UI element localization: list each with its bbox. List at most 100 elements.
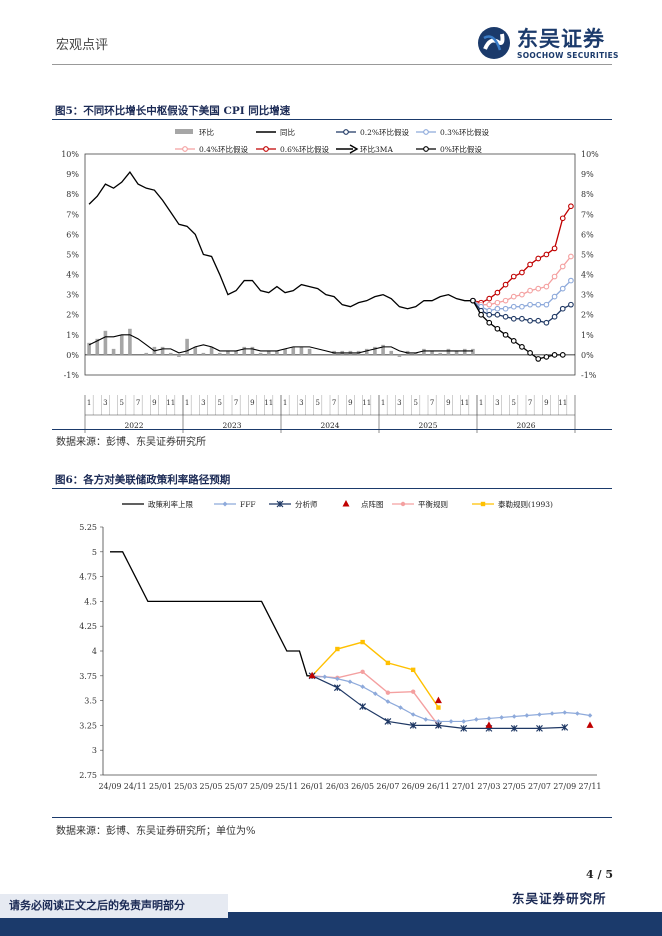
fig6-title: 图6：各方对美联储政策利率路径预期 — [55, 474, 231, 486]
s04-point — [535, 285, 542, 292]
y-tick-label: 3.75 — [79, 672, 97, 681]
month-tick: 3 — [201, 399, 205, 407]
logo-cn: 东吴证券 — [517, 27, 605, 51]
legend-marker — [400, 501, 406, 507]
fff-point — [423, 717, 429, 722]
x-tick-label: 26/07 — [376, 782, 399, 791]
month-tick: 5 — [316, 399, 320, 407]
s03-point — [551, 293, 558, 300]
legend-label: 环比 — [199, 127, 214, 137]
mom-bar — [250, 346, 255, 355]
mom-bar — [471, 348, 475, 355]
month-tick: 3 — [397, 399, 401, 407]
year-label: 2025 — [418, 421, 437, 430]
legend-label: 平衡规则 — [418, 499, 448, 509]
s00-point — [527, 350, 533, 356]
s06-point — [543, 251, 550, 258]
legend-marker — [423, 129, 429, 135]
fff-point — [524, 713, 530, 718]
s04-point — [559, 263, 566, 270]
legend-label: 0%环比假设 — [440, 144, 482, 154]
month-tick: 9 — [544, 399, 548, 407]
y-tick-label: 3 — [92, 746, 97, 755]
month-tick: 3 — [495, 399, 499, 407]
month-tick: 9 — [446, 399, 450, 407]
fig5-title: 图5：不同环比增长中枢假设下美国 CPI 同比增速 — [55, 105, 291, 117]
footer-org: 东吴证券研究所 — [512, 891, 607, 906]
s04-point — [543, 283, 550, 290]
x-tick-label: 26/03 — [326, 782, 349, 791]
x-tick-label: 26/11 — [427, 782, 450, 791]
rate-chart: 2.75 3 3.25 3.5 3.75 4 4.25 4.5 4.75 5 5.25 24/09 24… — [79, 499, 601, 791]
mom-bar — [111, 348, 116, 355]
cpi-chart: -1% -1% 0% 0% 1% 1% 2% 2% 3% 3% 4% 4% 5% 5% 6% 6% 7% 7% 8%… — [61, 127, 599, 433]
s06-point — [559, 215, 566, 222]
y-tick-right: 3% — [581, 291, 594, 300]
s04-point — [527, 287, 533, 294]
s00-point — [470, 297, 476, 304]
y-tick-right: 0% — [581, 351, 594, 360]
month-tick: 7 — [430, 399, 434, 407]
s02-point — [551, 313, 558, 320]
s00-point — [519, 344, 525, 350]
s02-point — [494, 311, 501, 318]
y-tick-left: 9% — [66, 170, 79, 179]
mom-bar — [119, 334, 124, 355]
legend-marker — [276, 500, 284, 508]
mom-bar — [275, 350, 279, 355]
mom-bar — [160, 346, 165, 355]
page-number: 4 / 5 — [586, 868, 613, 881]
y-tick-left: 3% — [66, 291, 79, 300]
month-tick: 3 — [103, 399, 107, 407]
mom-bar — [193, 346, 198, 355]
y-tick-left: 0% — [66, 351, 79, 360]
disclaimer-note: 请务必阅读正文之后的免责声明部分 — [0, 894, 228, 918]
mom-bar — [307, 348, 312, 355]
fig6-rule — [52, 488, 612, 489]
mom-bar — [422, 348, 426, 355]
legend-swatch — [175, 129, 193, 134]
month-tick: 1 — [87, 399, 91, 407]
y-tick-left: 7% — [66, 210, 79, 219]
s04-point — [510, 293, 517, 300]
month-tick: 5 — [120, 399, 124, 407]
legend-arrow — [349, 144, 359, 154]
s03-point — [502, 305, 509, 312]
x-tick-label: 27/05 — [503, 782, 526, 791]
fff-point — [486, 716, 492, 721]
legend-marker — [343, 129, 349, 135]
year-label: 2026 — [516, 421, 535, 430]
month-tick: 5 — [218, 399, 222, 407]
fig5-bottom-rule — [52, 429, 612, 430]
s02-point — [510, 315, 517, 322]
legend-marker — [480, 501, 486, 507]
fff-point — [537, 712, 542, 717]
y-tick-right: 8% — [581, 190, 594, 199]
mom-bar — [381, 344, 385, 355]
balanced-line — [312, 671, 439, 726]
month-tick: 5 — [512, 399, 516, 407]
taylor-line — [311, 641, 440, 708]
mom-bar — [258, 352, 263, 355]
s04-point — [486, 301, 493, 308]
balanced-point — [385, 690, 391, 695]
s02-point — [543, 319, 550, 326]
x-tick-label: 25/03 — [174, 782, 197, 791]
y-tick-label: 3.5 — [84, 697, 97, 706]
x-tick-label: 27/09 — [553, 782, 576, 791]
taylor-point — [335, 646, 340, 652]
mom-bar — [234, 350, 238, 355]
legend-label: 政策利率上限 — [148, 499, 193, 509]
x-tick-label: 25/11 — [275, 782, 298, 791]
taylor-point — [436, 705, 441, 710]
analyst-point — [536, 724, 543, 732]
x-tick-label: 26/09 — [402, 782, 425, 791]
fff-point — [461, 719, 466, 724]
month-tick: 7 — [136, 399, 140, 407]
y-tick-label: 5 — [92, 548, 97, 557]
x-tick-label: 25/09 — [250, 782, 273, 791]
company-logo-icon — [478, 27, 510, 59]
y-tick-left: 4% — [66, 271, 79, 280]
mom-bar — [217, 352, 222, 355]
month-tick: 9 — [348, 399, 352, 407]
